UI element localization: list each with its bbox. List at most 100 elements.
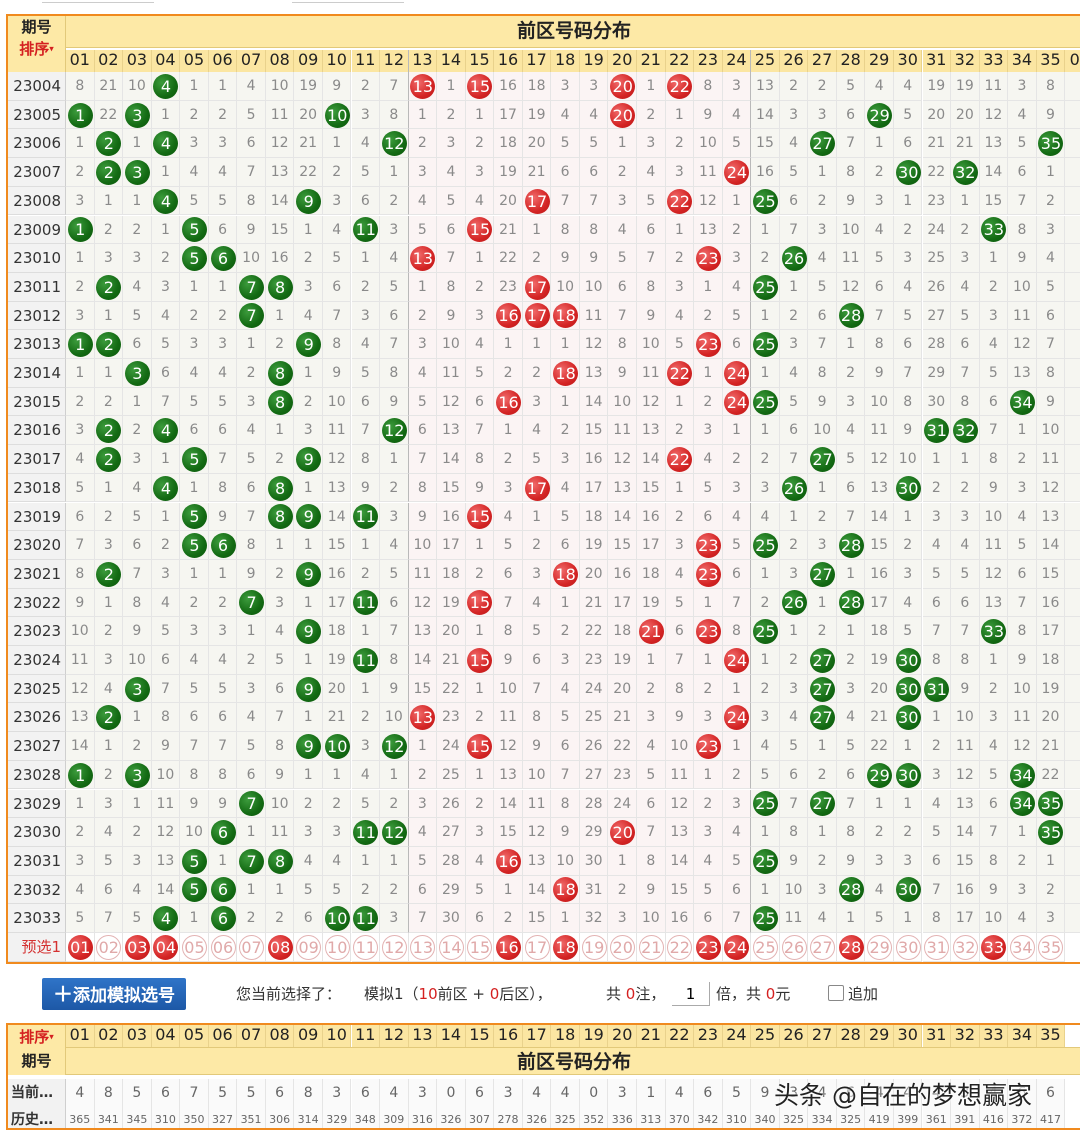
column-header-12[interactable]: 12 [380, 50, 409, 72]
hit-ball[interactable]: 8 [267, 475, 293, 501]
column-header-17[interactable]: 17 [522, 50, 552, 72]
column-header-24[interactable]: 24 [722, 50, 752, 72]
bottom-column-header-26[interactable]: 26 [779, 1025, 809, 1047]
hit-ball[interactable]: 8 [267, 848, 293, 874]
hit-ball[interactable]: 5 [181, 877, 207, 903]
hit-ball[interactable]: 23 [695, 733, 721, 759]
bottom-column-header-11[interactable]: 11 [351, 1025, 381, 1047]
hit-ball[interactable]: 4 [153, 906, 179, 932]
hit-ball[interactable]: 3 [124, 762, 150, 788]
bottom-sort-control[interactable]: 排序▾ [8, 1025, 65, 1050]
hit-ball[interactable]: 4 [153, 418, 179, 444]
predict-ball-32[interactable]: 32 [952, 934, 978, 960]
hit-ball[interactable]: 7 [239, 791, 265, 817]
hit-ball[interactable]: 22 [667, 446, 693, 472]
bottom-column-header-19[interactable]: 19 [579, 1025, 609, 1047]
hit-ball[interactable]: 33 [981, 619, 1007, 645]
hit-ball[interactable]: 3 [124, 360, 150, 386]
column-header-32[interactable]: 32 [951, 50, 980, 72]
bottom-column-header-17[interactable]: 17 [522, 1025, 552, 1047]
hit-ball[interactable]: 33 [981, 217, 1007, 243]
hit-ball[interactable]: 23 [695, 533, 721, 559]
column-header-04[interactable]: 04 [151, 50, 181, 72]
hit-ball[interactable]: 3 [124, 159, 150, 185]
bottom-column-header-08[interactable]: 08 [265, 1025, 295, 1047]
hit-ball[interactable]: 6 [210, 877, 236, 903]
hit-ball[interactable]: 15 [467, 647, 493, 673]
hit-ball[interactable]: 25 [752, 274, 778, 300]
hit-ball[interactable]: 2 [96, 561, 122, 587]
predict-ball-03[interactable]: 03 [124, 934, 150, 960]
column-header-11[interactable]: 11 [351, 50, 381, 72]
predict-ball-04[interactable]: 04 [153, 934, 179, 960]
predict-ball-01[interactable]: 01 [67, 934, 93, 960]
hit-ball[interactable]: 16 [496, 389, 522, 415]
bottom-column-header-32[interactable]: 32 [951, 1025, 980, 1047]
hit-ball[interactable]: 17 [524, 274, 550, 300]
bottom-column-header-02[interactable]: 02 [94, 1025, 124, 1047]
hit-ball[interactable]: 4 [153, 73, 179, 99]
hit-ball[interactable]: 22 [667, 360, 693, 386]
column-header-22[interactable]: 22 [665, 50, 695, 72]
hit-ball[interactable]: 30 [895, 159, 921, 185]
predict-ball-33[interactable]: 33 [981, 934, 1007, 960]
hit-ball[interactable]: 30 [895, 762, 921, 788]
hit-ball[interactable]: 15 [467, 217, 493, 243]
hit-ball[interactable]: 13 [410, 705, 436, 731]
hit-ball[interactable]: 11 [353, 820, 379, 846]
hit-ball[interactable]: 23 [695, 332, 721, 358]
bottom-column-header-14[interactable]: 14 [437, 1025, 466, 1047]
hit-ball[interactable]: 28 [838, 303, 864, 329]
bottom-column-header-16[interactable]: 16 [494, 1025, 523, 1047]
column-header-20[interactable]: 20 [608, 50, 637, 72]
hit-ball[interactable]: 8 [267, 360, 293, 386]
bottom-column-header-33[interactable]: 33 [979, 1025, 1009, 1047]
predict-ball-29[interactable]: 29 [867, 934, 893, 960]
hit-ball[interactable]: 9 [296, 619, 322, 645]
hit-ball[interactable]: 7 [239, 848, 265, 874]
hit-ball[interactable]: 11 [353, 906, 379, 932]
hit-ball[interactable]: 28 [838, 590, 864, 616]
predict-ball-23[interactable]: 23 [695, 934, 721, 960]
column-header-03[interactable]: 03 [123, 50, 152, 72]
hit-ball[interactable]: 30 [895, 877, 921, 903]
hit-ball[interactable]: 24 [724, 159, 750, 185]
hit-ball[interactable]: 35 [1038, 791, 1064, 817]
predict-ball-15[interactable]: 15 [467, 934, 493, 960]
hit-ball[interactable]: 15 [467, 590, 493, 616]
bottom-column-header-24[interactable]: 24 [722, 1025, 752, 1047]
hit-ball[interactable]: 26 [781, 590, 807, 616]
bottom-column-header-34[interactable]: 34 [1008, 1025, 1037, 1047]
hit-ball[interactable]: 4 [153, 188, 179, 214]
predict-ball-31[interactable]: 31 [924, 934, 950, 960]
hit-ball[interactable]: 11 [353, 590, 379, 616]
hit-ball[interactable]: 15 [467, 733, 493, 759]
hit-ball[interactable]: 2 [96, 131, 122, 157]
hit-ball[interactable]: 28 [838, 877, 864, 903]
hit-ball[interactable]: 6 [210, 906, 236, 932]
bottom-column-header-23[interactable]: 23 [694, 1025, 723, 1047]
bottom-column-header-03[interactable]: 03 [123, 1025, 152, 1047]
bottom-column-header-09[interactable]: 09 [294, 1025, 323, 1047]
hit-ball[interactable]: 29 [867, 102, 893, 128]
hit-ball[interactable]: 25 [752, 906, 778, 932]
column-header-34[interactable]: 34 [1008, 50, 1037, 72]
hit-ball[interactable]: 30 [895, 475, 921, 501]
hit-ball[interactable]: 18 [553, 877, 579, 903]
bottom-column-header-10[interactable]: 10 [322, 1025, 352, 1047]
hit-ball[interactable]: 6 [210, 246, 236, 272]
hit-ball[interactable]: 26 [781, 246, 807, 272]
hit-ball[interactable]: 20 [610, 73, 636, 99]
predict-ball-25[interactable]: 25 [752, 934, 778, 960]
hit-ball[interactable]: 12 [381, 820, 407, 846]
hit-ball[interactable]: 16 [496, 303, 522, 329]
hit-ball[interactable]: 24 [724, 705, 750, 731]
hit-ball[interactable]: 29 [867, 762, 893, 788]
hit-ball[interactable]: 7 [239, 274, 265, 300]
column-header-14[interactable]: 14 [437, 50, 466, 72]
hit-ball[interactable]: 3 [124, 676, 150, 702]
hit-ball[interactable]: 4 [153, 475, 179, 501]
hit-ball[interactable]: 24 [724, 389, 750, 415]
bottom-column-header-04[interactable]: 04 [151, 1025, 181, 1047]
hit-ball[interactable]: 32 [952, 159, 978, 185]
